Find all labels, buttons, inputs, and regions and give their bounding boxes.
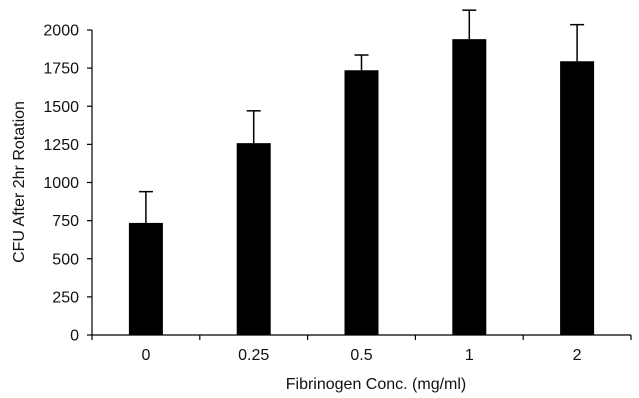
y-tick-label: 750	[52, 213, 79, 230]
y-tick-label: 1250	[43, 137, 79, 154]
y-tick-label: 1000	[43, 175, 79, 192]
x-tick-label: 0.5	[350, 347, 372, 364]
bar	[128, 222, 163, 335]
y-axis: 0 250 500 750 1000 1250 1500 1750 2000	[43, 23, 93, 345]
x-tick-label: 1	[465, 347, 474, 364]
y-tick-label: 1500	[43, 99, 79, 116]
y-tick-label: 0	[70, 328, 79, 345]
x-axis: 0 0.25 0.5 1 2	[91, 334, 632, 364]
y-tick-label: 1750	[43, 61, 79, 78]
bar	[452, 39, 487, 336]
x-tick-label: 2	[573, 347, 582, 364]
bar	[344, 70, 379, 335]
y-axis-title: CFU After 2hr Rotation	[11, 101, 28, 263]
x-axis-title: Fibrinogen Conc. (mg/ml)	[286, 376, 467, 393]
x-tick-label: 0	[141, 347, 150, 364]
y-tick-label: 500	[52, 251, 79, 268]
x-tick-label: 0.25	[238, 347, 269, 364]
y-tick-label: 2000	[43, 23, 79, 40]
bar	[560, 61, 595, 335]
bar	[236, 143, 271, 335]
bars	[128, 39, 595, 336]
y-tick-label: 250	[52, 289, 79, 306]
error-bars	[138, 9, 585, 223]
